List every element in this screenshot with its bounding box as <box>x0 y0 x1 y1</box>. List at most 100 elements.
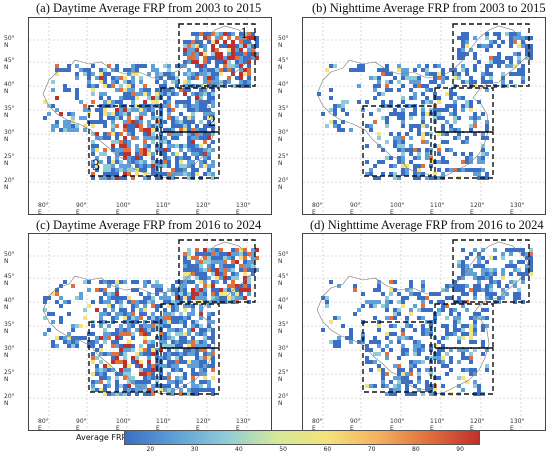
fire-pixel <box>179 88 183 92</box>
fire-pixel <box>429 80 433 84</box>
fire-pixel <box>405 384 409 388</box>
longitude-label: 120° E <box>196 418 211 432</box>
fire-pixel <box>461 324 465 328</box>
fire-pixel <box>87 80 91 84</box>
fire-pixel <box>421 304 425 308</box>
fire-pixel <box>195 284 199 288</box>
fire-pixel <box>473 316 477 320</box>
fire-pixel <box>469 336 473 340</box>
fire-pixel <box>163 100 167 104</box>
fire-pixel <box>131 80 135 84</box>
fire-pixel <box>215 68 219 72</box>
fire-pixel <box>191 168 195 172</box>
fire-pixel <box>163 384 167 388</box>
fire-pixel <box>99 312 103 316</box>
fire-pixel <box>143 304 147 308</box>
fire-pixel <box>207 120 211 124</box>
fire-pixel <box>183 276 187 280</box>
fire-pixel <box>131 76 135 80</box>
fire-pixel <box>163 308 167 312</box>
fire-pixel <box>103 392 107 396</box>
fire-pixel <box>521 72 525 76</box>
fire-pixel <box>115 312 119 316</box>
fire-pixel <box>393 172 397 176</box>
fire-pixel <box>373 336 377 340</box>
fire-pixel <box>135 108 139 112</box>
longitude-label: 120° E <box>470 202 485 216</box>
fire-pixel <box>99 360 103 364</box>
fire-pixel <box>215 80 219 84</box>
fire-pixel <box>195 384 199 388</box>
fire-pixel <box>51 344 55 348</box>
fire-pixel <box>147 324 151 328</box>
fire-pixel <box>397 372 401 376</box>
fire-pixel <box>457 96 461 100</box>
fire-pixel <box>179 380 183 384</box>
fire-pixel <box>103 352 107 356</box>
fire-pixel <box>159 124 163 128</box>
fire-pixel <box>505 284 509 288</box>
fire-pixel <box>401 76 405 80</box>
fire-pixel <box>235 252 239 256</box>
fire-pixel <box>219 264 223 268</box>
fire-pixel <box>477 116 481 120</box>
fire-pixel <box>369 300 373 304</box>
fire-pixel <box>413 124 417 128</box>
fire-pixel <box>501 296 505 300</box>
fire-map <box>29 234 271 430</box>
longitude-label: 130° E <box>236 418 251 432</box>
region-box <box>452 23 530 87</box>
region-box <box>160 131 220 179</box>
fire-pixel <box>377 92 381 96</box>
fire-pixel <box>111 84 115 88</box>
fire-pixel <box>509 60 513 64</box>
fire-pixel <box>99 368 103 372</box>
fire-pixel <box>231 256 235 260</box>
fire-pixel <box>195 168 199 172</box>
fire-pixel <box>215 36 219 40</box>
fire-pixel <box>95 164 99 168</box>
fire-pixel <box>477 176 481 180</box>
fire-pixel <box>393 392 397 396</box>
fire-pixel <box>437 312 441 316</box>
fire-pixel <box>429 300 433 304</box>
fire-pixel <box>465 308 469 312</box>
fire-pixel <box>449 360 453 364</box>
fire-pixel <box>139 124 143 128</box>
fire-pixel <box>421 68 425 72</box>
fire-pixel <box>393 108 397 112</box>
fire-pixel <box>497 56 501 60</box>
fire-pixel <box>75 88 79 92</box>
fire-pixel <box>163 152 167 156</box>
fire-pixel <box>95 348 99 352</box>
fire-pixel <box>465 36 469 40</box>
fire-pixel <box>441 360 445 364</box>
fire-pixel <box>115 360 119 364</box>
fire-pixel <box>187 176 191 180</box>
fire-pixel <box>171 300 175 304</box>
fire-pixel <box>417 168 421 172</box>
fire-pixel <box>457 284 461 288</box>
fire-pixel <box>171 76 175 80</box>
fire-pixel <box>143 392 147 396</box>
fire-pixel <box>231 280 235 284</box>
fire-pixel <box>179 112 183 116</box>
fire-pixel <box>207 132 211 136</box>
fire-pixel <box>369 168 373 172</box>
fire-pixel <box>43 308 47 312</box>
fire-pixel <box>437 148 441 152</box>
fire-pixel <box>437 160 441 164</box>
fire-pixel <box>199 252 203 256</box>
fire-pixel <box>207 256 211 260</box>
fire-pixel <box>413 172 417 176</box>
fire-pixel <box>171 80 175 84</box>
fire-pixel <box>199 96 203 100</box>
longitude-label: 130° E <box>510 202 525 216</box>
fire-pixel <box>195 252 199 256</box>
fire-pixel <box>449 104 453 108</box>
fire-pixel <box>239 76 243 80</box>
fire-pixel <box>191 352 195 356</box>
fire-pixel <box>397 88 401 92</box>
fire-pixel <box>107 392 111 396</box>
longitude-label: 110° E <box>156 202 171 216</box>
